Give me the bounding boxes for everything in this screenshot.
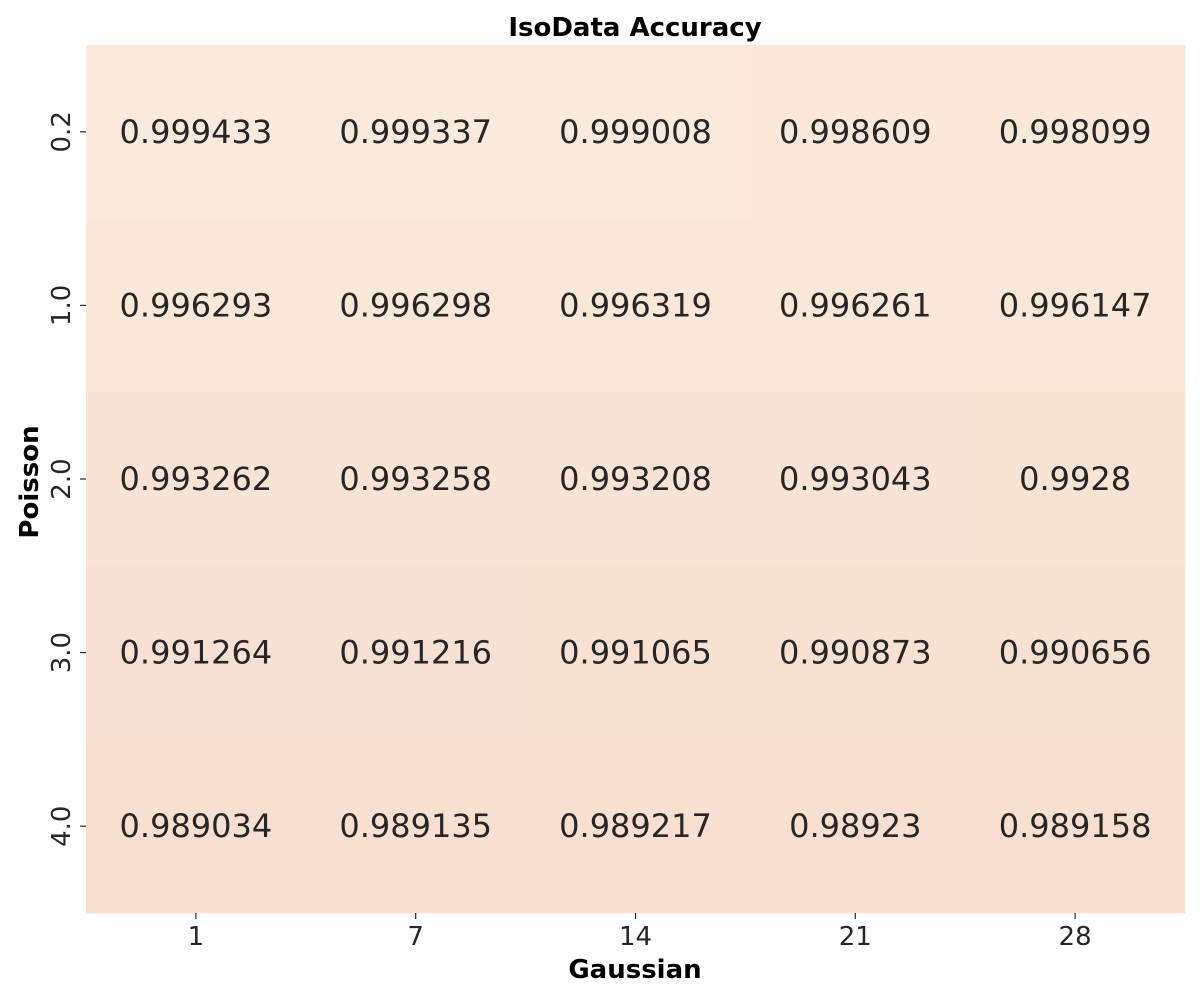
heatmap-cell bbox=[86, 739, 307, 914]
cell-value-label: 0.996293 bbox=[120, 286, 273, 324]
y-tick-label: 1.0 bbox=[47, 285, 77, 326]
heatmap-cell bbox=[525, 739, 746, 914]
cell-value-label: 0.993043 bbox=[779, 460, 932, 498]
cell-value-label: 0.996319 bbox=[559, 286, 712, 324]
heatmap-cell bbox=[86, 218, 307, 393]
cell-value-label: 0.989158 bbox=[999, 807, 1152, 845]
cell-value-label: 0.993258 bbox=[339, 460, 492, 498]
heatmap-cell bbox=[965, 45, 1186, 220]
y-tick-label: 4.0 bbox=[47, 806, 77, 847]
cell-value-label: 0.999433 bbox=[120, 113, 273, 151]
cell-value-label: 0.993262 bbox=[120, 460, 273, 498]
chart-title: IsoData Accuracy bbox=[508, 13, 761, 43]
x-tick-label: 14 bbox=[619, 922, 652, 952]
heatmap-cell bbox=[86, 565, 307, 740]
heatmap-cell bbox=[965, 739, 1186, 914]
x-axis-ticks: 1 7 14 21 28 bbox=[188, 913, 1092, 952]
y-tick-label: 2.0 bbox=[47, 458, 77, 499]
heatmap-cell bbox=[86, 45, 307, 220]
heatmap-cell bbox=[525, 392, 746, 567]
x-tick-label: 7 bbox=[407, 922, 424, 952]
heatmap-cell bbox=[965, 218, 1186, 393]
heatmap-cell bbox=[745, 45, 966, 220]
y-axis-ticks: 0.2 1.0 2.0 3.0 4.0 bbox=[47, 111, 86, 847]
x-axis-label: Gaussian bbox=[568, 955, 701, 985]
x-tick-label: 21 bbox=[839, 922, 872, 952]
cell-value-label: 0.993208 bbox=[559, 460, 712, 498]
y-tick-label: 0.2 bbox=[47, 111, 77, 152]
heatmap-cell bbox=[525, 45, 746, 220]
x-tick-label: 28 bbox=[1059, 922, 1092, 952]
heatmap-cell bbox=[745, 392, 966, 567]
heatmap-cell bbox=[305, 392, 527, 567]
heatmap-cell bbox=[305, 565, 527, 740]
heatmap-cell bbox=[525, 218, 746, 393]
cell-value-label: 0.98923 bbox=[789, 807, 921, 845]
cell-value-label: 0.991216 bbox=[339, 634, 492, 672]
heatmap-cell bbox=[305, 45, 527, 220]
cell-value-label: 0.996261 bbox=[779, 286, 932, 324]
cell-value-label: 0.998609 bbox=[779, 113, 932, 151]
cell-value-label: 0.989034 bbox=[120, 807, 273, 845]
heatmap-cell bbox=[86, 392, 307, 567]
cell-value-label: 0.990656 bbox=[999, 634, 1152, 672]
cell-value-label: 0.996298 bbox=[339, 286, 492, 324]
heatmap-cell bbox=[525, 565, 746, 740]
heatmap-cell bbox=[965, 392, 1186, 567]
heatmap-cell bbox=[745, 565, 966, 740]
heatmap-cell bbox=[305, 739, 527, 914]
cell-value-label: 0.991264 bbox=[120, 634, 273, 672]
y-axis-label: Poisson bbox=[15, 425, 45, 538]
cell-value-label: 0.9928 bbox=[1019, 460, 1131, 498]
cell-value-label: 0.989217 bbox=[559, 807, 712, 845]
y-tick-label: 3.0 bbox=[47, 632, 77, 673]
cell-value-label: 0.999337 bbox=[339, 113, 492, 151]
cell-value-label: 0.989135 bbox=[339, 807, 492, 845]
heatmap-cell bbox=[305, 218, 527, 393]
heatmap-cell bbox=[745, 739, 966, 914]
heatmap-cell bbox=[745, 218, 966, 393]
heatmap-cells: 0.999433 0.999337 0.999008 0.998609 0.998099… bbox=[86, 45, 1186, 914]
cell-value-label: 0.996147 bbox=[999, 286, 1152, 324]
cell-value-label: 0.990873 bbox=[779, 634, 932, 672]
cell-value-label: 0.998099 bbox=[999, 113, 1152, 151]
cell-value-label: 0.999008 bbox=[559, 113, 712, 151]
cell-value-label: 0.991065 bbox=[559, 634, 712, 672]
heatmap-cell bbox=[965, 565, 1186, 740]
x-tick-label: 1 bbox=[188, 922, 205, 952]
